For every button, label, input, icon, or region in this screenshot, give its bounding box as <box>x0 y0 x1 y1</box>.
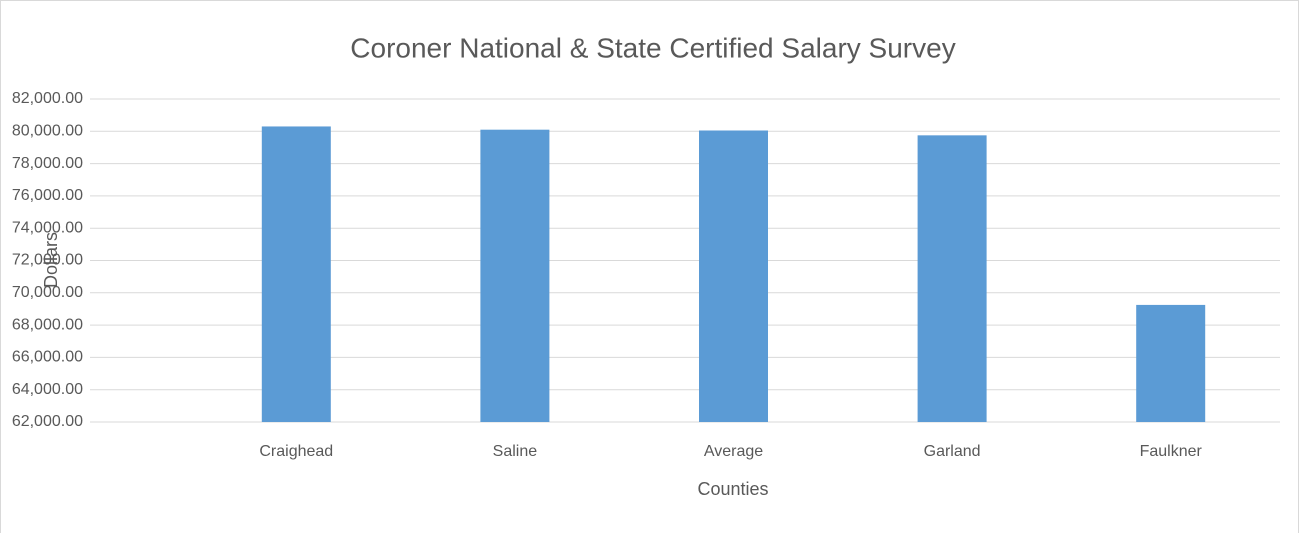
y-tick-label: 68,000.00 <box>12 316 83 333</box>
y-tick-label: 82,000.00 <box>12 90 83 107</box>
x-tick-label: Garland <box>924 443 981 460</box>
x-axis-label: Counties <box>697 479 768 499</box>
y-tick-label: 70,000.00 <box>12 284 83 301</box>
chart-title: Coroner National & State Certified Salar… <box>350 32 955 63</box>
y-tick-label: 64,000.00 <box>12 381 83 398</box>
x-tick-label: Average <box>704 443 763 460</box>
x-tick-label: Faulkner <box>1140 443 1203 460</box>
bar <box>480 129 550 422</box>
y-tick-label: 74,000.00 <box>12 219 83 236</box>
y-tick-label: 80,000.00 <box>12 123 83 140</box>
y-tick-label: 66,000.00 <box>12 349 83 366</box>
bar <box>261 126 331 422</box>
y-tick-label: 72,000.00 <box>12 252 83 269</box>
y-tick-label: 76,000.00 <box>12 187 83 204</box>
x-tick-label: Saline <box>493 443 538 460</box>
y-tick-label: 78,000.00 <box>12 155 83 172</box>
bar <box>1136 304 1206 422</box>
y-axis-label: Dollars <box>41 232 61 288</box>
x-tick-label: Craighead <box>259 443 333 460</box>
y-tick-label: 62,000.00 <box>12 413 83 430</box>
bar <box>699 130 768 422</box>
bar <box>917 135 987 422</box>
